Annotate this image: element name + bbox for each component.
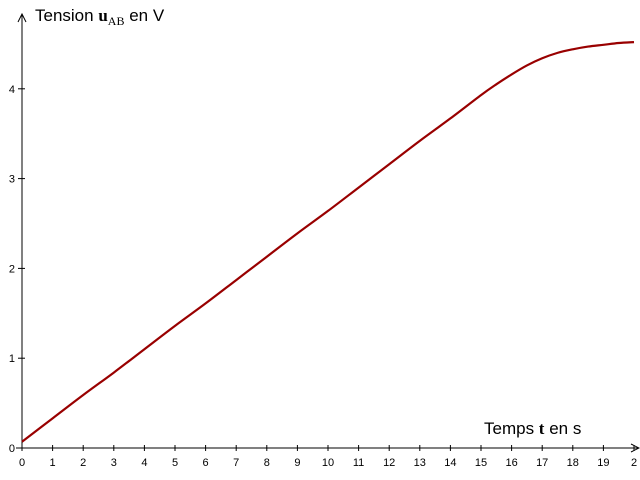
x-tick-label-2: 2 <box>80 457 86 469</box>
x-tick-label-1: 1 <box>50 457 56 469</box>
x-tick-label-13: 13 <box>414 457 426 469</box>
x-axis-title-prefix: Temps <box>484 419 539 438</box>
y-tick-label-0: 0 <box>9 443 15 455</box>
y-tick-label-3: 3 <box>9 174 15 186</box>
x-tick-label-20: 2 <box>631 457 637 469</box>
y-tick-label-2: 2 <box>9 263 15 275</box>
x-ticks: 0 1 2 3 4 5 6 7 8 9 10 11 12 13 14 15 16 17 18 19 2 <box>19 445 637 469</box>
x-tick-label-19: 19 <box>597 457 609 469</box>
x-tick-label-6: 6 <box>203 457 209 469</box>
x-tick-label-11: 11 <box>353 457 364 469</box>
x-tick-label-7: 7 <box>233 457 239 469</box>
x-axis-title-var: t <box>539 419 545 438</box>
y-tick-label-4: 4 <box>9 84 15 96</box>
y-axis-title: Tension uAB en V <box>35 6 165 28</box>
x-tick-label-5: 5 <box>172 457 178 469</box>
series <box>21 41 635 443</box>
y-tick-label-1: 1 <box>9 353 15 365</box>
y-axis-title-suffix: en V <box>124 6 164 25</box>
series-line-0 <box>21 41 635 443</box>
x-tick-label-14: 14 <box>444 457 456 469</box>
x-tick-label-10: 10 <box>322 457 334 469</box>
x-tick-label-17: 17 <box>536 457 548 469</box>
x-tick-label-4: 4 <box>141 457 147 469</box>
axes <box>16 12 640 453</box>
x-tick-label-9: 9 <box>294 457 300 469</box>
y-axis-title-sub: AB <box>108 14 125 28</box>
x-tick-label-12: 12 <box>383 457 395 469</box>
y-axis-arrow <box>17 12 27 23</box>
x-tick-label-15: 15 <box>475 457 487 469</box>
y-ticks: 0 1 2 3 4 <box>9 84 25 455</box>
x-axis-title: Temps t en s <box>484 419 581 438</box>
x-tick-label-18: 18 <box>567 457 579 469</box>
x-tick-label-8: 8 <box>264 457 270 469</box>
x-axis-title-suffix: en s <box>544 419 581 438</box>
x-tick-label-16: 16 <box>505 457 517 469</box>
y-axis-title-prefix: Tension <box>35 6 98 25</box>
y-axis-title-var: u <box>98 6 107 25</box>
x-tick-label-0: 0 <box>19 457 25 469</box>
x-tick-label-3: 3 <box>111 457 117 469</box>
